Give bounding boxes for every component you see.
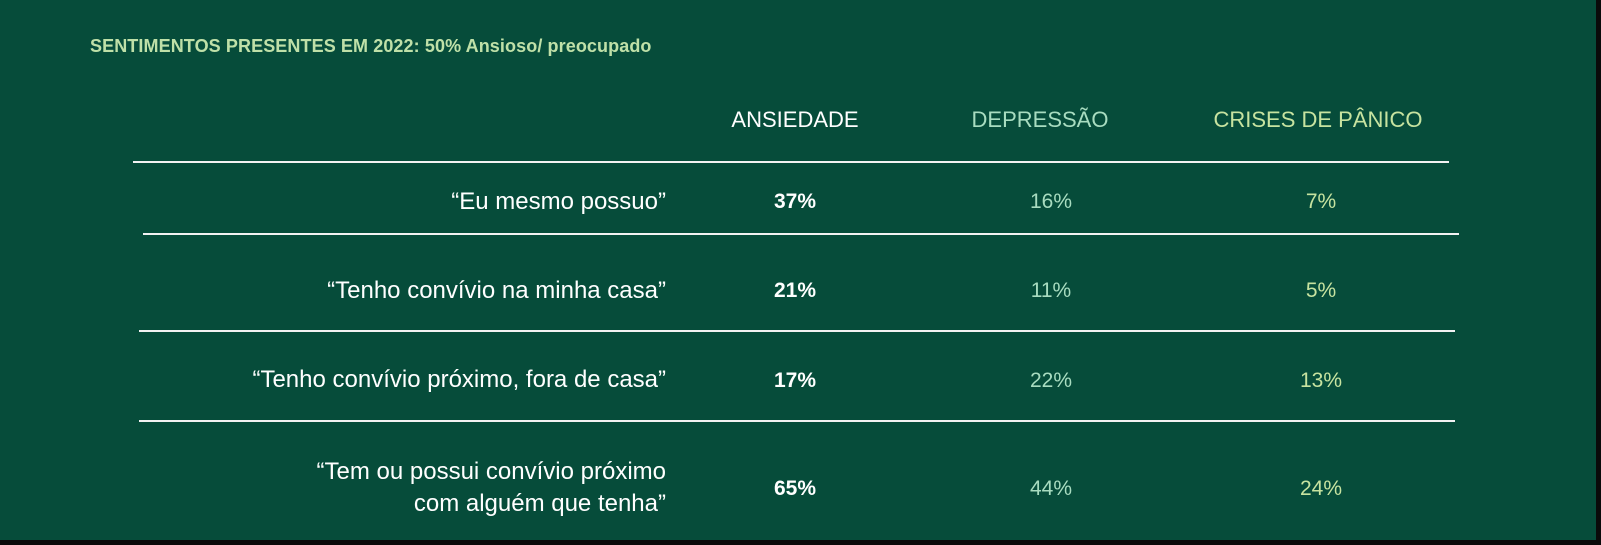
- row-label-1: “Eu mesmo possuo”: [451, 186, 666, 218]
- row-divider-1: [143, 233, 1459, 235]
- row-label-4: “Tem ou possui convívio próximo com algu…: [317, 456, 666, 520]
- row-4-panico-value: 24%: [1299, 477, 1343, 500]
- row-label-1-line-1: “Eu mesmo possuo”: [451, 188, 666, 215]
- row-4-ansiedade-value: 65%: [773, 477, 817, 500]
- row-1-panico-value: 7%: [1305, 190, 1337, 213]
- slide-title: SENTIMENTOS PRESENTES EM 2022: 50% Ansio…: [90, 36, 652, 56]
- column-header-depressao: DEPRESSÃO: [971, 107, 1109, 132]
- row-2-ansiedade-value: 21%: [773, 279, 817, 302]
- header-divider: [133, 161, 1449, 163]
- row-3-depressao-value: 22%: [1029, 369, 1073, 392]
- column-header-crises-de-panico: CRISES DE PÂNICO: [1213, 107, 1423, 132]
- frame-edge-bottom: [0, 540, 1601, 545]
- column-header-ansiedade: ANSIEDADE: [731, 107, 859, 132]
- row-label-4-line-2: com alguém que tenha”: [413, 490, 666, 517]
- row-label-2: “Tenho convívio na minha casa”: [327, 275, 666, 307]
- row-label-4-line-1: “Tem ou possui convívio próximo: [316, 458, 666, 485]
- row-label-3-line-1: “Tenho convívio próximo, fora de casa”: [252, 366, 666, 393]
- row-1-depressao-value: 16%: [1029, 190, 1073, 213]
- row-2-depressao-value: 11%: [1030, 279, 1072, 302]
- row-1-ansiedade-value: 37%: [773, 190, 817, 213]
- row-label-2-line-1: “Tenho convívio na minha casa”: [327, 277, 666, 304]
- row-3-ansiedade-value: 17%: [773, 369, 817, 392]
- row-label-3: “Tenho convívio próximo, fora de casa”: [252, 364, 666, 396]
- row-2-panico-value: 5%: [1305, 279, 1337, 302]
- row-3-panico-value: 13%: [1299, 369, 1343, 392]
- row-4-depressao-value: 44%: [1029, 477, 1073, 500]
- row-divider-2: [139, 330, 1455, 332]
- row-divider-3: [139, 420, 1455, 422]
- frame-edge-right: [1596, 0, 1601, 545]
